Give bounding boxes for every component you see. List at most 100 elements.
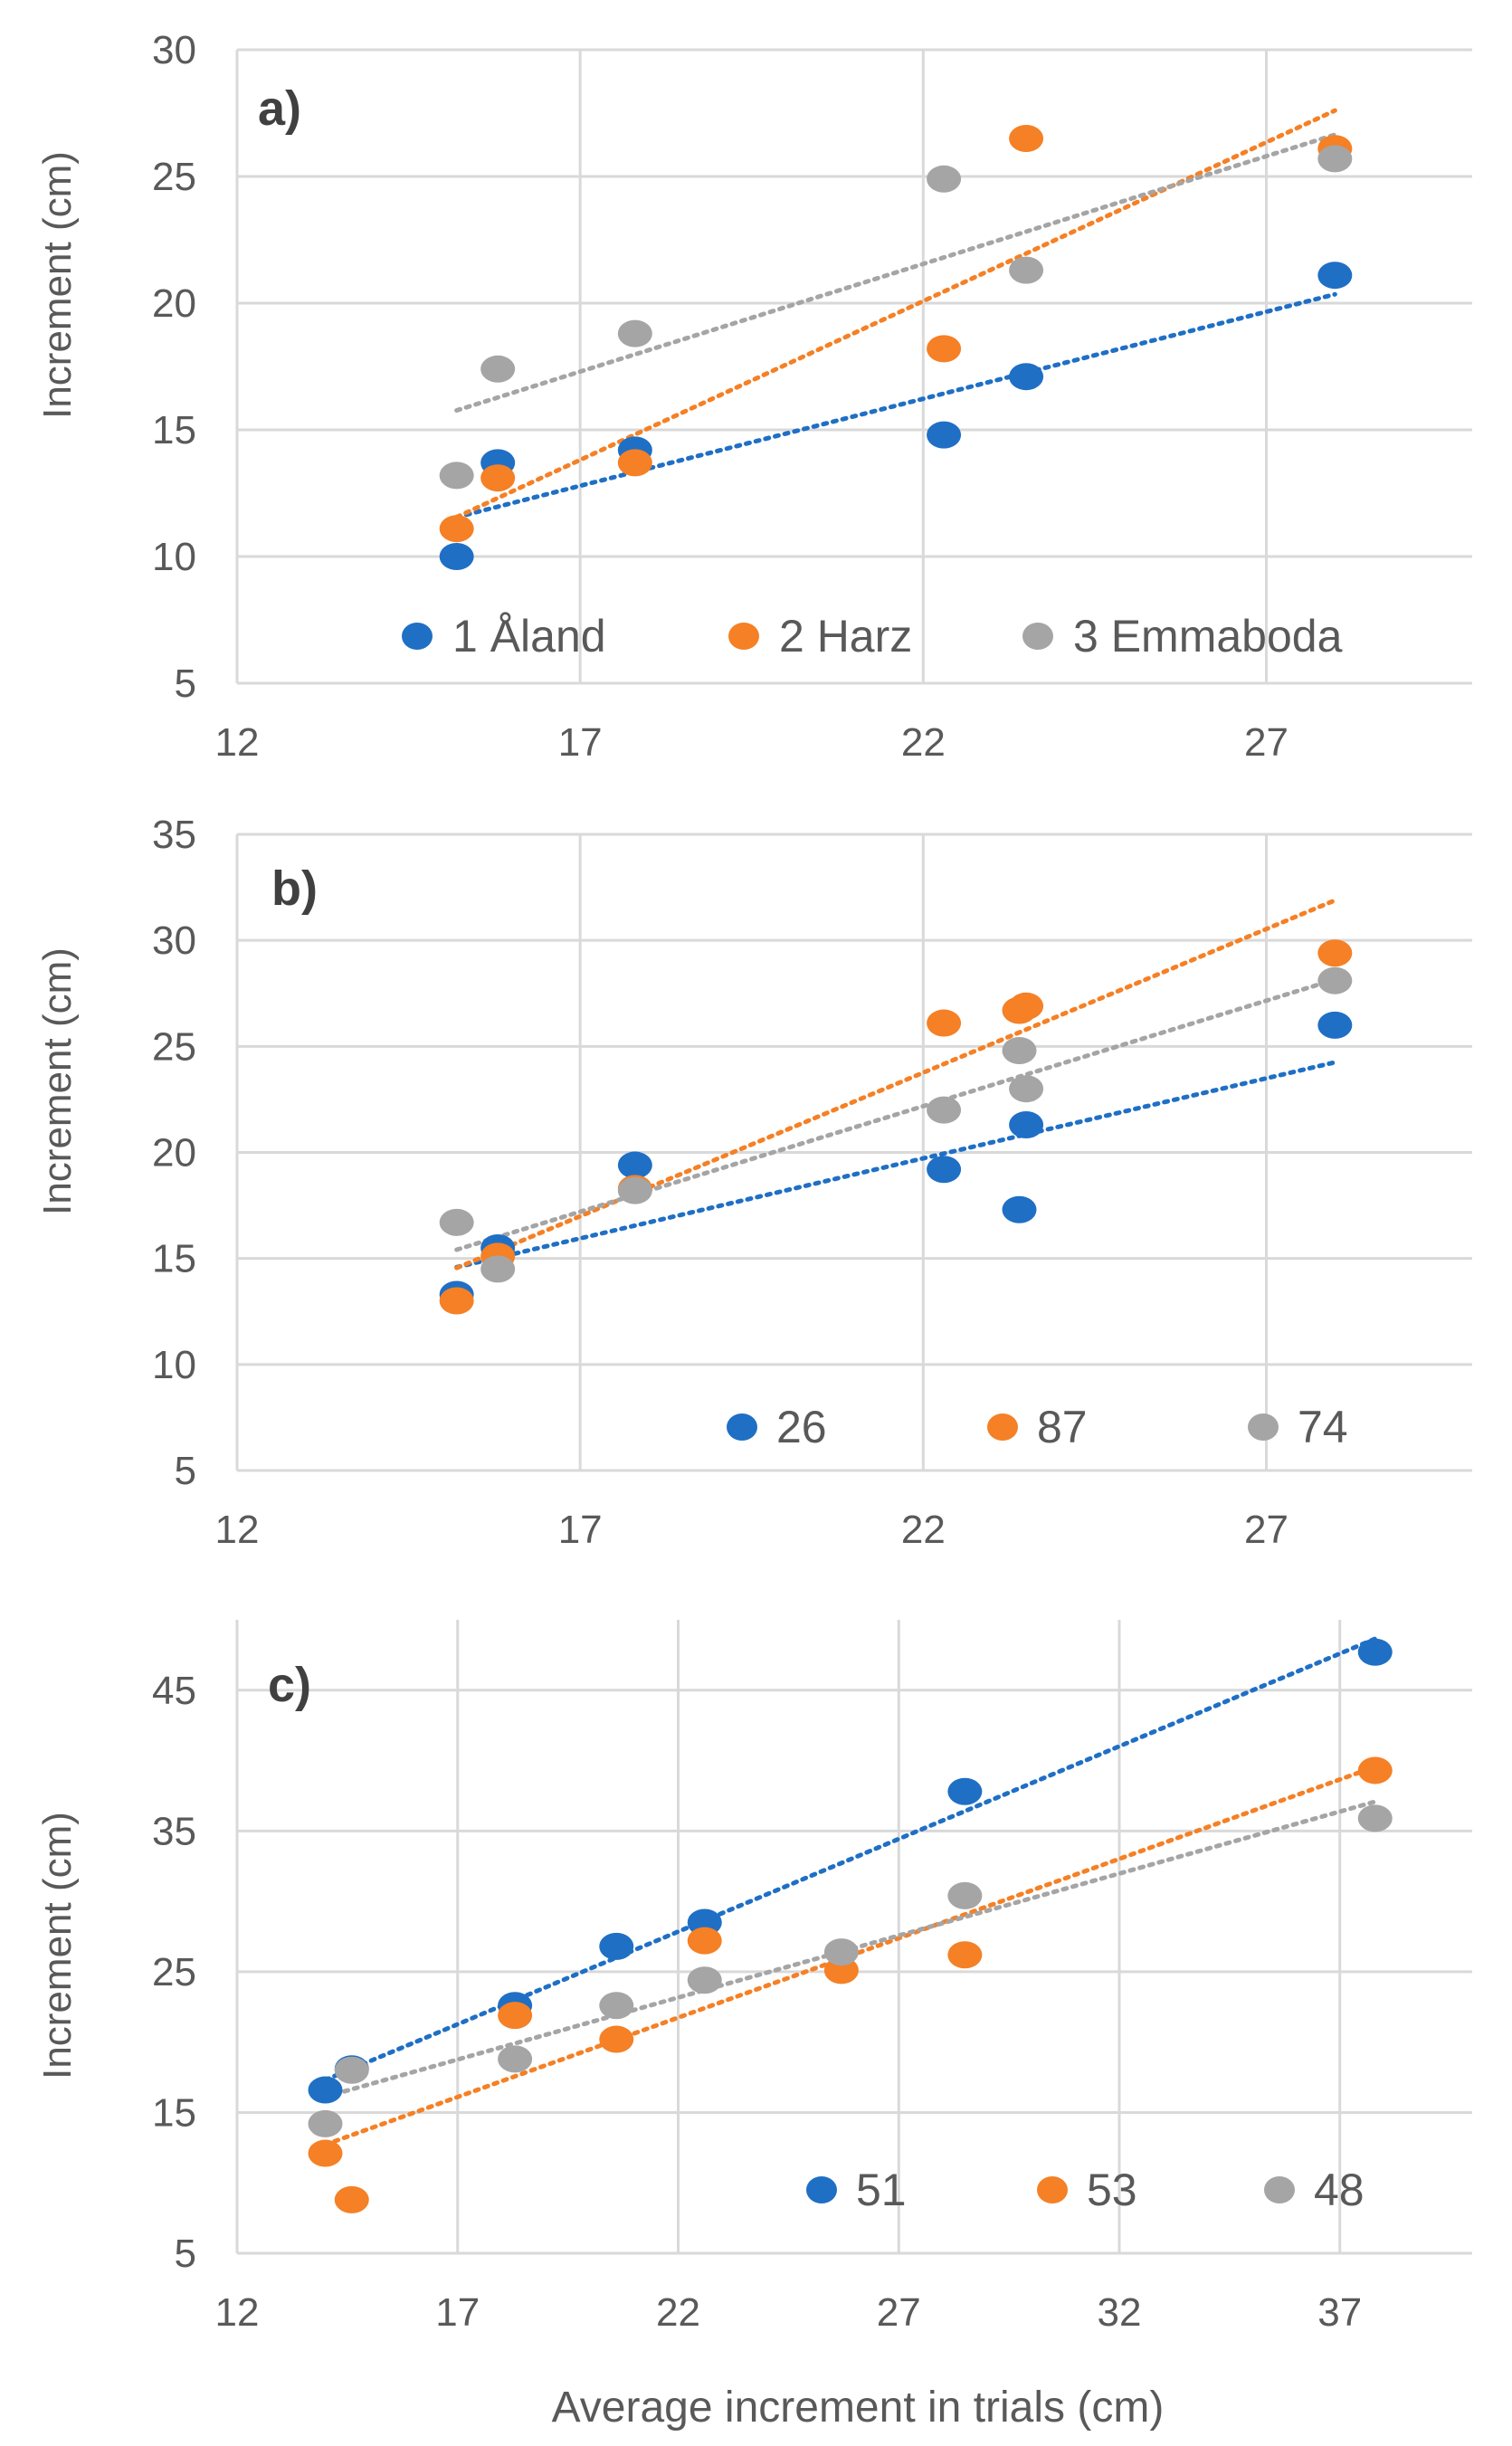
- legend: 51 53 48: [806, 2165, 1365, 2215]
- data-point-series-0: [1009, 363, 1044, 391]
- x-tick-label: 27: [877, 2290, 921, 2335]
- y-tick-label: 15: [152, 1237, 196, 1281]
- data-point-series-2: [617, 1176, 652, 1204]
- data-point-series-2: [1009, 1075, 1044, 1103]
- x-tick-label: 22: [901, 1508, 946, 1552]
- y-axis-label: Increment (cm): [35, 947, 80, 1215]
- data-point-series-2: [927, 165, 962, 193]
- y-axis-label: Increment (cm): [35, 1812, 80, 2080]
- y-tick-label: 15: [152, 408, 196, 452]
- data-point-series-2: [334, 2056, 369, 2084]
- data-point-series-1: [334, 2185, 369, 2213]
- legend-marker: [728, 623, 759, 650]
- data-point-series-2: [498, 2045, 533, 2073]
- x-tick-label: 37: [1317, 2290, 1362, 2335]
- trendline-series-2: [454, 132, 1337, 414]
- y-tick-label: 35: [152, 1809, 196, 1853]
- legend: 1 Åland 2 Harz 3 Emmaboda: [402, 611, 1343, 661]
- data-point-series-0: [1002, 1195, 1037, 1223]
- data-point-series-2: [480, 355, 516, 383]
- legend-marker: [806, 2176, 837, 2203]
- data-point-series-2: [308, 2109, 343, 2137]
- data-point-series-0: [1357, 1638, 1393, 1666]
- legend-marker: [727, 1413, 757, 1441]
- x-tick-label: 12: [215, 2290, 260, 2335]
- x-tick-label: 12: [215, 720, 260, 765]
- data-point-series-0: [1009, 1111, 1044, 1139]
- x-tick-label: 12: [215, 1508, 260, 1552]
- y-tick-label: 30: [152, 918, 196, 963]
- data-point-series-2: [823, 1938, 859, 1966]
- x-tick-label: 22: [901, 720, 946, 765]
- data-point-series-2: [1317, 966, 1353, 995]
- data-point-series-1: [1009, 992, 1044, 1020]
- data-point-series-0: [617, 1151, 652, 1179]
- legend-label: 87: [1037, 1402, 1088, 1452]
- legend-item-emmaboda: 3 Emmaboda: [1022, 611, 1343, 661]
- legend-item-48: 48: [1264, 2165, 1365, 2215]
- legend-marker: [1037, 2176, 1068, 2203]
- trendline-series-0: [454, 291, 1337, 519]
- x-tick-label: 27: [1244, 1508, 1289, 1552]
- data-point-series-2: [927, 1096, 962, 1124]
- y-tick-label: 20: [152, 1131, 196, 1175]
- trendline-series-0: [454, 1060, 1337, 1270]
- data-point-series-0: [439, 543, 474, 570]
- y-tick-label: 5: [175, 2232, 196, 2276]
- y-tick-label: 25: [152, 1024, 196, 1069]
- data-point-series-1: [480, 464, 516, 492]
- legend-item-51: 51: [806, 2165, 907, 2215]
- data-point-series-1: [1357, 1756, 1393, 1785]
- y-tick-label: 20: [152, 281, 196, 326]
- x-tick-label: 27: [1244, 720, 1289, 765]
- data-point-series-0: [927, 421, 962, 449]
- legend-marker: [987, 1413, 1018, 1441]
- data-point-series-1: [1009, 125, 1044, 152]
- legend-marker: [402, 623, 433, 650]
- data-point-series-1: [599, 2025, 634, 2053]
- x-tick-label: 17: [558, 1508, 603, 1552]
- data-point-series-0: [599, 1932, 634, 1960]
- data-point-series-0: [927, 1156, 962, 1184]
- y-tick-label: 30: [152, 28, 196, 72]
- legend-label: 1 Åland: [452, 611, 606, 661]
- y-tick-label: 5: [175, 1449, 196, 1493]
- legend-item-harz: 2 Harz: [728, 611, 912, 661]
- data-point-series-1: [927, 1009, 962, 1037]
- data-point-series-1: [927, 335, 962, 363]
- legend: 26 87 74: [727, 1402, 1348, 1452]
- data-point-series-2: [947, 1881, 983, 1909]
- legend-item-53: 53: [1037, 2165, 1137, 2215]
- x-axis-label: Average increment in trials (cm): [552, 2384, 1165, 2432]
- y-tick-label: 10: [152, 1343, 196, 1387]
- data-point-series-1: [1317, 939, 1353, 967]
- legend-item-aland: 1 Åland: [402, 611, 606, 661]
- y-tick-label: 35: [152, 813, 196, 857]
- y-axis-label: Increment (cm): [35, 151, 80, 419]
- data-point-series-2: [1357, 1804, 1393, 1832]
- legend-label: 26: [776, 1402, 827, 1452]
- trendline-series-2: [454, 976, 1337, 1252]
- y-tick-label: 25: [152, 1950, 196, 1994]
- legend-item-74: 74: [1248, 1402, 1348, 1452]
- data-point-series-2: [1317, 145, 1353, 173]
- data-point-series-1: [947, 1941, 983, 1969]
- y-tick-label: 5: [175, 661, 196, 706]
- data-point-series-2: [439, 1208, 474, 1236]
- data-point-series-0: [1317, 262, 1353, 290]
- x-tick-label: 22: [656, 2290, 700, 2335]
- x-tick-label: 17: [558, 720, 603, 765]
- legend-label: 48: [1314, 2165, 1365, 2215]
- data-point-series-1: [308, 2139, 343, 2167]
- panel-label: a): [258, 81, 301, 136]
- legend-label: 3 Emmaboda: [1073, 611, 1343, 661]
- legend-marker: [1264, 2176, 1295, 2203]
- panel-label: b): [271, 861, 318, 916]
- data-point-series-1: [687, 1927, 722, 1955]
- legend-label: 53: [1087, 2165, 1137, 2215]
- x-tick-label: 17: [435, 2290, 480, 2335]
- legend-item-26: 26: [727, 1402, 827, 1452]
- legend-marker: [1022, 623, 1053, 650]
